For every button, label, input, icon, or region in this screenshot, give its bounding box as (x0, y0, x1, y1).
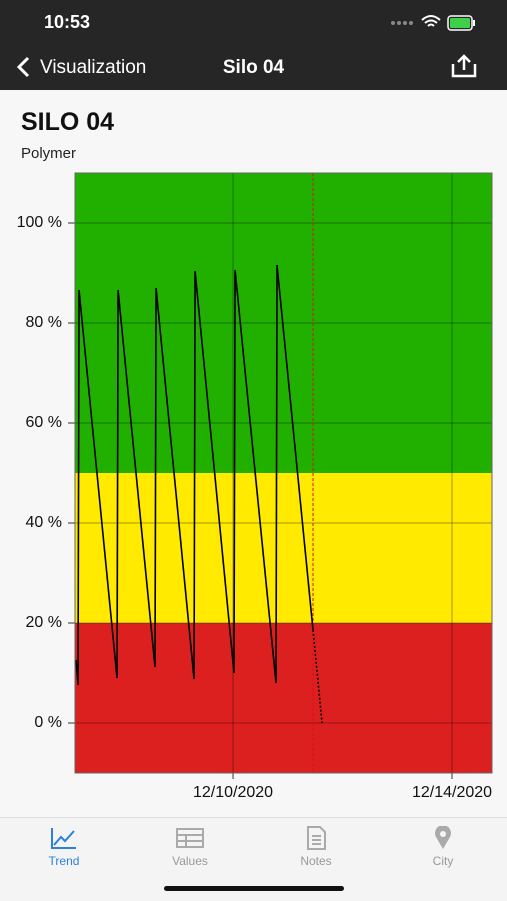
share-button[interactable] (451, 54, 477, 78)
zone-band (75, 623, 492, 773)
series-line (312, 629, 323, 724)
status-icons (391, 15, 475, 31)
tab-icon (176, 828, 204, 848)
tab-icon (51, 828, 76, 849)
chart: 0 % 20 % 40 % 60 % 80 % 100 % 12/10/2020 12/14/… (17, 172, 493, 801)
series-line (75, 264, 314, 686)
tab[interactable]: City (380, 826, 506, 868)
home-indicator (164, 886, 344, 891)
tab-label[interactable]: Values (172, 854, 208, 868)
page-subtitle: Polymer (21, 145, 77, 162)
nav-bar: Visualization Silo 04 (0, 44, 507, 90)
back-icon[interactable] (16, 56, 32, 78)
tab-icon (435, 826, 451, 849)
tab-icon (307, 826, 326, 850)
tab-label[interactable]: Notes (300, 854, 332, 868)
clock: 10:53 (44, 12, 91, 32)
back-button[interactable]: Visualization (40, 57, 147, 78)
tab[interactable]: Notes (253, 826, 379, 868)
status-bar: 10:53 (0, 0, 507, 44)
tab[interactable]: Values (127, 826, 253, 868)
x-tick-label: 12/14/2020 (412, 784, 492, 801)
y-tick-label: 40 % (26, 514, 62, 531)
y-tick-label: 60 % (26, 414, 62, 431)
zone-band (75, 473, 492, 623)
page-title: SILO 04 (21, 108, 115, 136)
y-tick-label: 80 % (26, 314, 62, 331)
tab[interactable]: Trend (1, 826, 127, 868)
tab-label[interactable]: Trend (48, 854, 80, 868)
y-tick-label: 20 % (26, 614, 62, 631)
nav-title: Silo 04 (222, 57, 285, 78)
y-tick-label: 100 % (17, 214, 62, 231)
plot-frame (74, 172, 493, 774)
x-tick-label: 12/10/2020 (193, 784, 273, 801)
y-tick-label: 0 % (34, 714, 62, 731)
tab-label[interactable]: City (432, 854, 454, 868)
